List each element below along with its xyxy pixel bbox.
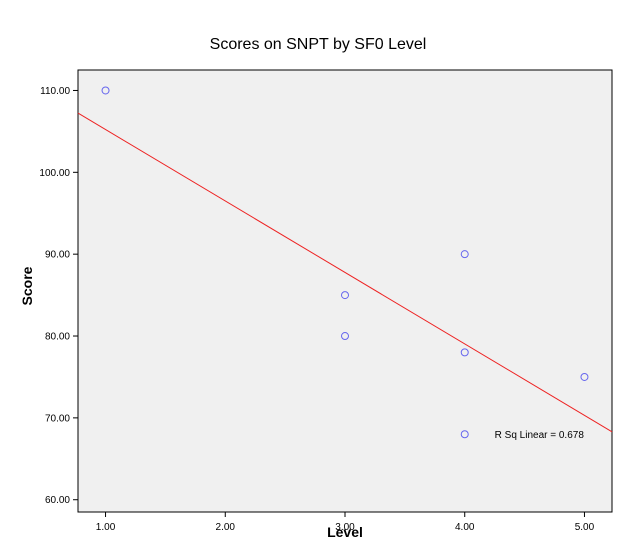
data-point [101, 86, 110, 95]
chart-title: Scores on SNPT by SF0 Level [210, 36, 427, 53]
x-axis: 1.00 2.00 3.00 4.00 5.00 [96, 512, 595, 533]
x-tick-label: 1.00 [96, 522, 116, 533]
y-tick-label: 60.00 [45, 495, 70, 506]
data-point [460, 430, 469, 439]
data-points [101, 86, 589, 439]
data-point [341, 332, 349, 341]
data-point [460, 250, 469, 259]
plot-area [77, 69, 613, 513]
y-axis: 60.00 70.00 80.00 90.00 100.00 110.00 [39, 86, 78, 506]
fit-line [77, 112, 613, 433]
data-point [580, 372, 589, 381]
fit-line-layer [77, 112, 613, 433]
x-axis-label: Level [327, 524, 363, 540]
y-tick-label: 100.00 [39, 168, 70, 179]
x-tick-label: 5.00 [575, 522, 595, 533]
x-tick-label: 2.00 [216, 522, 236, 533]
y-axis-label: Score [19, 266, 35, 305]
y-tick-label: 80.00 [45, 332, 70, 343]
y-tick-label: 70.00 [45, 413, 70, 424]
data-point [460, 348, 469, 357]
x-tick-label: 3.00 [335, 522, 355, 533]
x-tick-label: 4.00 [455, 522, 475, 533]
y-tick-label: 110.00 [40, 86, 70, 97]
y-tick-label: 90.00 [45, 250, 70, 261]
r-squared-annotation: R Sq Linear = 0.678 [495, 430, 585, 441]
data-point [341, 291, 349, 300]
